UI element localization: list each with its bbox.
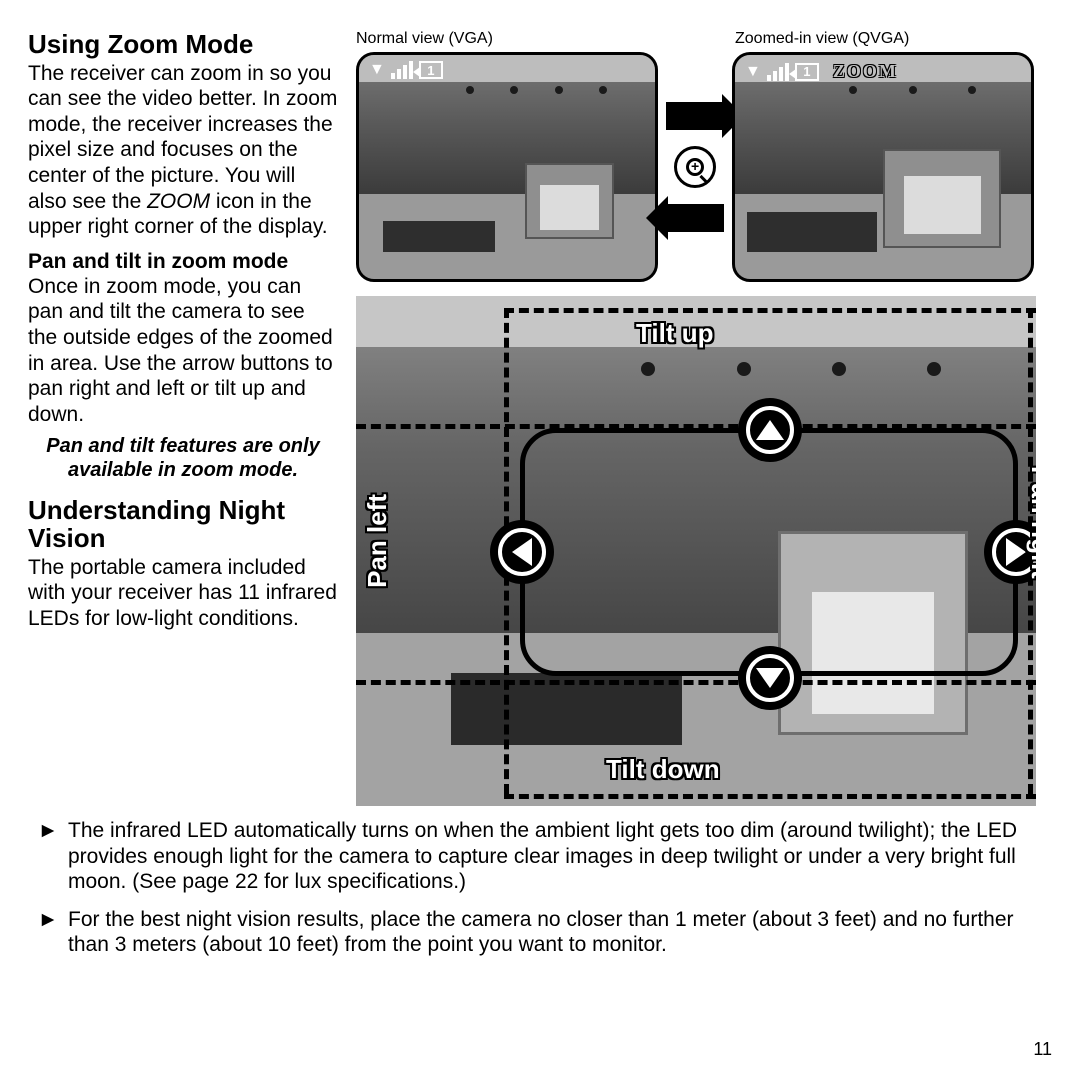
dashed-outline: [504, 794, 1036, 799]
tilt-up-button[interactable]: [738, 398, 802, 462]
zoom-heading: Using Zoom Mode: [28, 30, 338, 59]
pan-tilt-note: Pan and tilt features are only available…: [28, 434, 338, 482]
pan-tilt-diagram: Tilt up Tilt down Pan left Pan right: [356, 296, 1036, 806]
dashed-outline: [356, 680, 1036, 685]
pan-tilt-body: Once in zoom mode, you can pan and tilt …: [28, 274, 338, 428]
bullet-marker-icon: ►: [28, 818, 68, 895]
zoom-intro: The receiver can zoom in so you can see …: [28, 61, 338, 240]
camera-number-icon: 1: [795, 63, 819, 81]
pan-left-button[interactable]: [490, 520, 554, 584]
pan-tilt-subhead: Pan and tilt in zoom mode: [28, 250, 338, 274]
signal-icon: ▼: [369, 61, 385, 79]
pan-right-label: Pan right: [1025, 466, 1036, 579]
signal-icon: ▼: [745, 63, 761, 81]
triangle-up-icon: [756, 420, 784, 440]
pan-left-label: Pan left: [362, 494, 393, 588]
signal-bars-icon: [391, 61, 413, 79]
zoom-comparison-figure: ▼ 1 ▼ 1: [356, 52, 1052, 282]
zoom-figure-labels: Normal view (VGA) Zoomed-in view (QVGA): [356, 30, 1052, 48]
arrow-right-icon: [666, 102, 724, 130]
bullet-marker-icon: ►: [28, 907, 68, 958]
arrow-left-icon: [666, 204, 724, 232]
magnifier-plus-icon: [686, 158, 704, 176]
signal-bars-icon: [767, 63, 789, 81]
zoom-osd-label: ZOOM: [833, 61, 898, 82]
night-vision-heading: Understanding Night Vision: [28, 496, 338, 553]
tilt-down-button[interactable]: [738, 646, 802, 710]
page-number: 11: [1033, 1039, 1052, 1060]
night-vision-intro: The portable camera included with your r…: [28, 555, 338, 632]
bullet-item: ► The infrared LED automatically turns o…: [28, 818, 1052, 895]
center-viewport-rect: [520, 428, 1018, 676]
triangle-right-icon: [1006, 538, 1026, 566]
triangle-left-icon: [512, 538, 532, 566]
bullet-item: ► For the best night vision results, pla…: [28, 907, 1052, 958]
camera-number-icon: 1: [419, 61, 443, 79]
zoom-button[interactable]: [674, 146, 716, 188]
normal-view-screen: ▼ 1: [356, 52, 658, 282]
tilt-down-label: Tilt down: [606, 754, 720, 785]
triangle-down-icon: [756, 668, 784, 688]
zoomed-view-screen: ▼ 1 ZOOM: [732, 52, 1034, 282]
dashed-outline: [504, 308, 1036, 313]
tilt-up-label: Tilt up: [636, 318, 714, 349]
